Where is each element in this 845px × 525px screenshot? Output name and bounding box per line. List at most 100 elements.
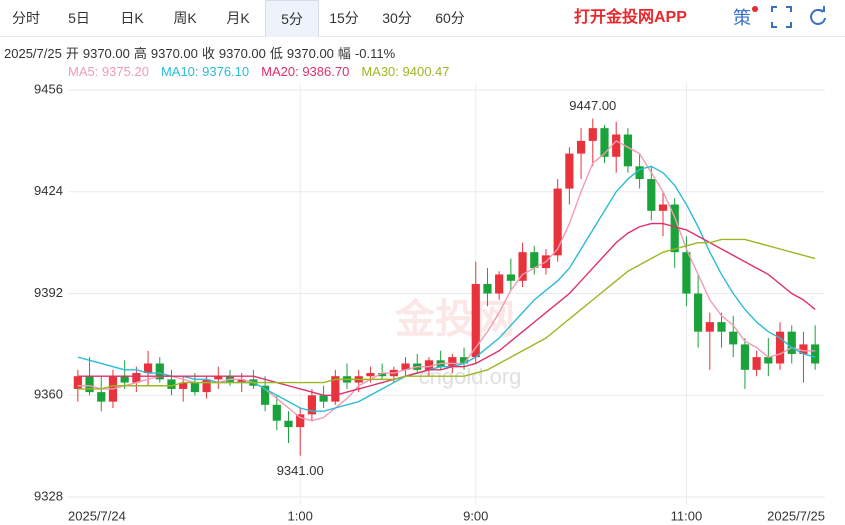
info-label: 开 [65, 46, 79, 61]
candle-body [600, 128, 609, 157]
candle-body [530, 252, 539, 269]
period-tab[interactable]: 5分 [265, 0, 319, 37]
candle-body [588, 128, 597, 141]
candle-body [436, 360, 445, 367]
candle-body [612, 134, 621, 157]
ma-line [77, 238, 816, 390]
candle-body [658, 204, 668, 211]
candle-body [506, 274, 515, 281]
candle-body [155, 363, 164, 380]
info-line: 2025/7/25 开 9370.00 高 9370.00 收 9370.00 低 9370.0… [4, 43, 399, 62]
candle-body [682, 252, 691, 294]
info-date: 2025/7/25 [4, 46, 62, 61]
candle-body [190, 382, 199, 393]
info-label: 幅 [337, 46, 351, 61]
candle-body [225, 376, 235, 383]
candle-body [307, 395, 317, 415]
candle-body [179, 382, 188, 389]
candle-body [413, 363, 422, 370]
candle-body [635, 166, 644, 180]
period-tab[interactable]: 日K [120, 10, 144, 26]
extreme-label: 9447.00 [569, 98, 616, 113]
period-tab[interactable]: 60分 [435, 10, 465, 26]
y-tick-label: 9456 [34, 81, 63, 96]
candle-body [553, 188, 562, 256]
x-tick-label: 9:00 [463, 508, 488, 523]
candle-body [331, 376, 340, 402]
watermark: 金投网 [394, 297, 515, 342]
candle-body [214, 376, 223, 380]
candle-body [705, 322, 714, 332]
period-tab[interactable]: 30分 [382, 10, 412, 26]
candle-body [729, 331, 738, 345]
candle-body [85, 376, 94, 393]
info-value: -0.11% [354, 46, 396, 61]
legend-entry: MA30: 9400.47 [361, 64, 450, 79]
y-tick-label: 9360 [34, 387, 63, 402]
period-tab[interactable]: 周K [173, 10, 197, 26]
info-value: 9370.00 [218, 46, 266, 61]
candle-body [296, 414, 305, 428]
info-value: 9370.00 [82, 46, 130, 61]
candle-body [97, 392, 106, 402]
candle-body [401, 363, 410, 370]
candle-body [319, 395, 328, 402]
candle-body [389, 369, 398, 377]
candle-body [73, 376, 82, 389]
period-tab[interactable]: 分时 [12, 10, 40, 26]
x-tick-label: 1:00 [288, 508, 313, 523]
candle-body [108, 376, 118, 402]
info-value: 9370.00 [286, 46, 334, 61]
candle-body [495, 274, 504, 294]
info-label: 高 [133, 46, 147, 61]
candle-body [740, 344, 750, 370]
candle-body [143, 363, 153, 374]
y-tick-label: 9328 [34, 488, 63, 503]
info-label: 低 [269, 46, 283, 61]
app-link[interactable]: 打开金投网APP [574, 9, 687, 26]
candle-body [459, 357, 469, 364]
x-tick-label: 2025/7/24 [68, 508, 126, 523]
period-tabs: 分时 5日 日K 周K 月K 5分 15分 30分 60分 [0, 0, 845, 37]
strategy-button[interactable]: 策 [733, 8, 751, 28]
candle-body [249, 379, 258, 386]
y-tick-label: 9424 [34, 183, 63, 198]
watermark: cngold.org [419, 364, 522, 389]
candle-body [342, 376, 352, 383]
legend-entry: MA20: 9386.70 [261, 64, 350, 79]
candle-body [670, 204, 679, 253]
candle-body [541, 255, 551, 269]
candle-body [132, 373, 141, 383]
candle-body [565, 153, 574, 189]
candle-body [378, 373, 387, 377]
ma-line [77, 140, 816, 422]
y-tick-label: 9392 [34, 285, 63, 300]
candle-body [284, 420, 293, 428]
legend-entry: MA10: 9376.10 [160, 64, 250, 79]
candle-body [623, 134, 632, 167]
candle-body [471, 283, 480, 358]
info-value: 9370.00 [150, 46, 198, 61]
ma-line [77, 165, 816, 412]
info-label: 收 [201, 46, 215, 61]
extreme-label: 9341.00 [277, 463, 324, 478]
legend: MA5: 9375.20 MA10: 9376.10 MA20: 9386.70 MA… [68, 64, 462, 79]
period-tab[interactable]: 月K [226, 10, 250, 26]
candle-body [717, 322, 726, 332]
candle-body [167, 379, 176, 389]
candle-body [202, 379, 211, 393]
candle-body [237, 379, 246, 383]
candle-body [647, 179, 656, 211]
candle-body [787, 331, 796, 354]
candle-body [483, 283, 492, 294]
candle-body [424, 360, 434, 370]
candle-body [576, 140, 586, 154]
candle-body [764, 357, 773, 364]
candle-body [799, 344, 808, 354]
ma-line [77, 222, 816, 396]
candle-body [448, 357, 457, 367]
period-tab[interactable]: 5日 [68, 10, 90, 26]
period-tab[interactable]: 15分 [329, 10, 359, 26]
x-tick-label: 2025/7/25 [767, 508, 825, 523]
